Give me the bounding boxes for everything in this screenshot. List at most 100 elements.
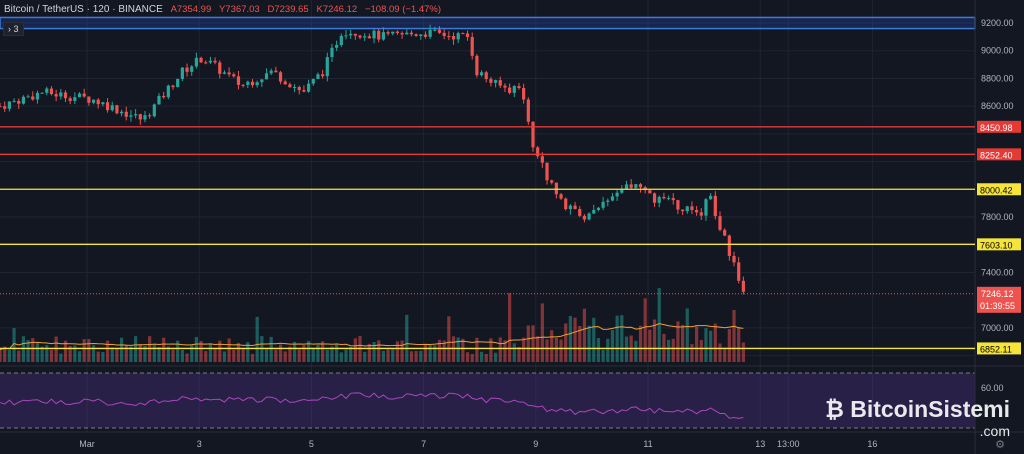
candle-body: [353, 33, 357, 36]
collapse-indicators-button[interactable]: › 3: [3, 22, 24, 36]
volume-bar: [68, 346, 72, 362]
candle-body: [12, 100, 16, 102]
volume-bar: [152, 344, 156, 362]
candle-body: [419, 34, 423, 36]
volume-bar: [578, 325, 582, 362]
volume-bar: [35, 342, 40, 362]
candle-body: [204, 62, 208, 64]
volume-bar: [479, 351, 484, 362]
y-tick-label: 7000.00: [981, 323, 1014, 333]
candle-body: [685, 206, 689, 212]
volume-bar: [208, 343, 213, 362]
level-label-bg: [977, 238, 1021, 251]
volume-bar: [255, 316, 259, 362]
volume-bar: [316, 345, 320, 362]
y-tick-label: 8600.00: [981, 101, 1014, 111]
candle-body: [391, 31, 395, 34]
interval[interactable]: 120: [92, 4, 110, 15]
volume-bar: [115, 348, 119, 362]
candle-body: [59, 92, 63, 97]
volume-bar: [330, 346, 334, 362]
volume-bar: [246, 342, 250, 362]
candle-body: [63, 92, 68, 99]
volume-bar: [484, 353, 488, 362]
candle-body: [372, 30, 376, 39]
x-tick-label: Mar: [79, 439, 95, 449]
volume-bar: [190, 345, 194, 362]
volume-bar: [657, 288, 661, 362]
candle-body: [512, 86, 516, 93]
candle-body: [741, 280, 745, 292]
volume-bar: [508, 293, 512, 362]
level-label-bg: [977, 148, 1021, 161]
volume-bar: [447, 316, 451, 362]
candle-body: [339, 35, 343, 46]
volume-bar: [690, 344, 694, 362]
candle-body: [648, 190, 652, 194]
candle-body: [666, 198, 671, 200]
candle-body: [695, 210, 699, 213]
level-label: 8000.42: [980, 185, 1013, 195]
candle-body: [213, 60, 217, 63]
candle-body: [377, 30, 381, 40]
candle-body: [676, 200, 680, 210]
candle-body: [349, 33, 353, 36]
candle-body: [110, 105, 114, 111]
candle-body: [638, 184, 643, 188]
candle-body: [363, 36, 367, 38]
candle-body: [152, 104, 156, 117]
candle-body: [278, 72, 283, 82]
candle-body: [624, 184, 629, 190]
x-tick-label: 11: [643, 439, 652, 449]
candle-body: [241, 84, 245, 86]
candle-body: [536, 147, 540, 157]
volume-bar: [134, 336, 138, 362]
volume-bar: [162, 337, 166, 362]
candle-body: [21, 96, 26, 104]
candle-body: [250, 81, 255, 86]
x-tick-label: 3: [197, 439, 202, 449]
candle-body: [222, 72, 227, 74]
candle-body: [180, 67, 184, 79]
volume-bar: [12, 328, 16, 362]
level-label: 8450.98: [980, 123, 1013, 133]
candle-body: [124, 111, 128, 117]
volume-bar: [17, 350, 21, 362]
y-tick-label: 7400.00: [981, 267, 1014, 277]
rsi-band: [0, 373, 975, 428]
volume-bar: [306, 340, 311, 362]
level-label-bg: [977, 342, 1021, 355]
candle-body: [49, 88, 54, 95]
volume-bar: [671, 338, 675, 362]
volume-bar: [105, 340, 110, 362]
candle-body: [283, 81, 287, 85]
volume-bar: [110, 347, 114, 362]
volume-bar: [288, 346, 292, 362]
candle-body: [3, 106, 7, 109]
candle-body: [564, 198, 568, 210]
candle-body: [727, 235, 731, 256]
candle-body: [143, 115, 147, 120]
candle-body: [592, 210, 596, 214]
volume-bar: [250, 353, 255, 362]
volume-bar: [367, 343, 371, 362]
candle-body: [73, 97, 77, 101]
candle-body: [260, 79, 264, 83]
volume-bar: [638, 325, 643, 362]
candle-body: [442, 32, 446, 37]
volume-bar: [236, 342, 241, 362]
settings-gear-icon: ⚙: [995, 439, 1005, 451]
volume-bar: [592, 317, 596, 362]
candle-body: [162, 95, 166, 98]
candle-body: [433, 29, 437, 31]
candle-body: [77, 93, 82, 98]
candle-body: [484, 72, 488, 80]
symbol-name[interactable]: Bitcoin / TetherUS: [4, 4, 84, 15]
volume-bar: [423, 344, 428, 362]
candle-body: [297, 87, 301, 91]
candle-body: [428, 30, 432, 37]
candle-body: [437, 29, 442, 33]
volume-bar: [409, 351, 414, 362]
